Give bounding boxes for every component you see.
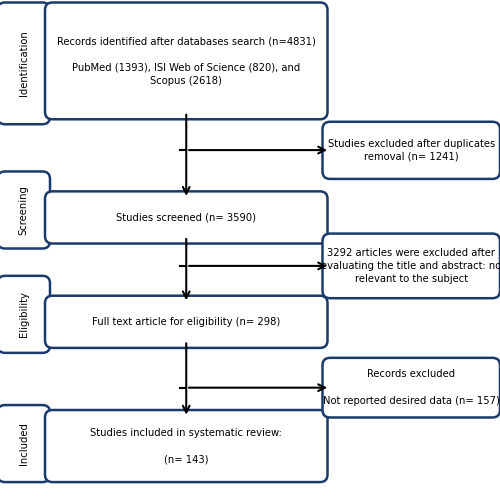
FancyBboxPatch shape <box>0 276 50 353</box>
FancyBboxPatch shape <box>322 234 500 298</box>
Text: Studies excluded after duplicates
removal (n= 1241): Studies excluded after duplicates remova… <box>328 139 495 162</box>
FancyBboxPatch shape <box>0 405 50 482</box>
FancyBboxPatch shape <box>322 122 500 179</box>
Text: Eligibility: Eligibility <box>19 291 29 337</box>
FancyBboxPatch shape <box>45 296 328 348</box>
Text: 3292 articles were excluded after
evaluating the title and abstract: no
relevant: 3292 articles were excluded after evalua… <box>321 248 500 284</box>
Text: Included: Included <box>19 422 29 465</box>
Text: Identification: Identification <box>19 30 29 96</box>
Text: Records identified after databases search (n=4831)

PubMed (1393), ISI Web of Sc: Records identified after databases searc… <box>57 36 316 85</box>
FancyBboxPatch shape <box>45 410 328 482</box>
FancyBboxPatch shape <box>322 358 500 417</box>
FancyBboxPatch shape <box>45 191 328 244</box>
Text: Records excluded

Not reported desired data (n= 157): Records excluded Not reported desired da… <box>323 369 500 406</box>
Text: Studies screened (n= 3590): Studies screened (n= 3590) <box>116 212 256 223</box>
Text: Full text article for eligibility (n= 298): Full text article for eligibility (n= 29… <box>92 317 280 327</box>
FancyBboxPatch shape <box>45 2 328 119</box>
FancyBboxPatch shape <box>0 2 50 124</box>
Text: Screening: Screening <box>19 185 29 235</box>
FancyBboxPatch shape <box>0 171 50 248</box>
Text: Studies included in systematic review:

(n= 143): Studies included in systematic review: (… <box>90 428 282 464</box>
